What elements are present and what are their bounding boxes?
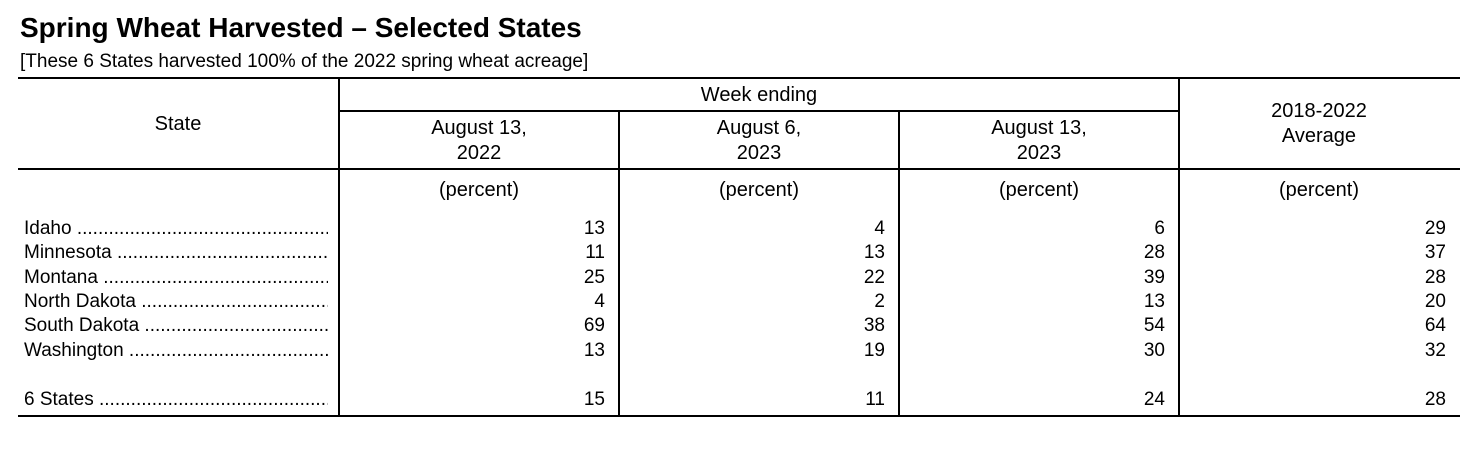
table-cell: 13 [1143,291,1165,312]
state-column-header: State [154,113,202,135]
column-header-average: 2018-2022 Average [1271,100,1367,147]
table-cell: 2 [874,291,885,312]
table-bottom-rule [18,415,1460,417]
table-cell: 11 [585,242,605,263]
table-cell: 32 [1424,340,1446,361]
unit-label: (percent) [438,179,520,201]
unit-label: (percent) [1278,179,1360,201]
state-name: Minnesota [24,241,328,265]
column-divider [1178,77,1180,417]
column-divider [338,77,340,417]
table-cell: 54 [1143,315,1165,336]
table-cell: 13 [863,242,885,263]
state-name: Washington [24,339,328,363]
table-cell: 13 [583,218,605,239]
unit-label: (percent) [998,179,1080,201]
state-name: Montana [24,266,328,290]
table-cell: 4 [594,291,605,312]
table-cell: 20 [1424,291,1446,312]
table-cell: 37 [1424,242,1446,263]
table-cell: 28 [1424,267,1446,288]
total-label: 6 States [24,388,328,412]
table-cell: 28 [1143,242,1165,263]
week-ending-rule [338,110,1180,112]
table-cell: 25 [583,267,605,288]
table-cell: 69 [583,315,605,336]
header-bottom-rule [18,168,1460,170]
table-cell: 22 [863,267,885,288]
state-name: North Dakota [24,290,328,314]
page-subtitle: [These 6 States harvested 100% of the 20… [20,51,589,72]
state-name: South Dakota [24,314,328,338]
table-cell: 29 [1424,218,1446,239]
total-cell: 28 [1424,389,1446,410]
column-divider [898,168,900,417]
total-cell: 24 [1143,389,1165,410]
column-divider [618,110,620,170]
table-cell: 13 [583,340,605,361]
total-cell: 11 [865,389,885,410]
column-header-aug13-2023: August 13, 2023 [991,117,1087,164]
table-cell: 6 [1154,218,1165,239]
column-header-aug13-2022: August 13, 2022 [431,117,527,164]
table-cell: 19 [863,340,885,361]
column-divider [618,168,620,417]
table-cell: 64 [1424,315,1446,336]
column-divider [898,110,900,170]
week-ending-header: Week ending [700,84,818,106]
unit-label: (percent) [718,179,800,201]
state-name: Idaho [24,217,328,241]
table-cell: 30 [1143,340,1165,361]
total-cell: 15 [583,389,605,410]
column-header-aug6-2023: August 6, 2023 [716,117,802,164]
page-title: Spring Wheat Harvested – Selected States [20,12,582,43]
table-cell: 38 [863,315,885,336]
table-top-rule [18,77,1460,79]
table-cell: 4 [874,218,885,239]
table-cell: 39 [1143,267,1165,288]
